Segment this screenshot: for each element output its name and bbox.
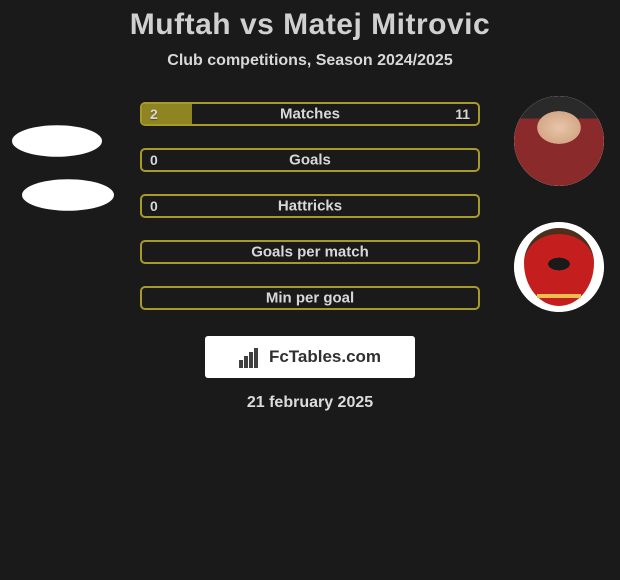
stat-value-right: 11	[455, 106, 470, 122]
page-subtitle: Club competitions, Season 2024/2025	[0, 52, 620, 70]
club-crest-icon	[514, 222, 604, 312]
stat-label: Goals per match	[251, 244, 369, 261]
date-label: 21 february 2025	[0, 394, 620, 412]
page-title: Muftah vs Matej Mitrovic	[0, 8, 620, 42]
stat-bar: 2 Matches 11	[140, 102, 480, 126]
stat-value-left: 0	[150, 152, 158, 168]
stat-label: Matches	[280, 106, 340, 123]
stat-label: Hattricks	[278, 198, 342, 215]
bar-chart-icon	[239, 346, 263, 368]
stat-value-left: 0	[150, 198, 158, 214]
brand-text: FcTables.com	[269, 347, 381, 367]
stat-bar: 0 Hattricks	[140, 194, 480, 218]
comparison-section: 2 Matches 11 0 Goals 0 Hattricks Goals per matc…	[0, 102, 620, 412]
brand-badge: FcTables.com	[205, 336, 415, 378]
player-photo-icon	[514, 96, 604, 186]
stat-bar: Min per goal	[140, 286, 480, 310]
stat-bar: Goals per match	[140, 240, 480, 264]
stat-bar: 0 Goals	[140, 148, 480, 172]
club-right-crest	[514, 222, 604, 312]
stat-value-left: 2	[150, 106, 158, 122]
player-right-avatar	[514, 96, 604, 186]
stat-label: Min per goal	[266, 290, 354, 307]
club-left-crest	[22, 179, 114, 211]
player-left-avatar	[12, 125, 102, 157]
stat-label: Goals	[289, 152, 331, 169]
